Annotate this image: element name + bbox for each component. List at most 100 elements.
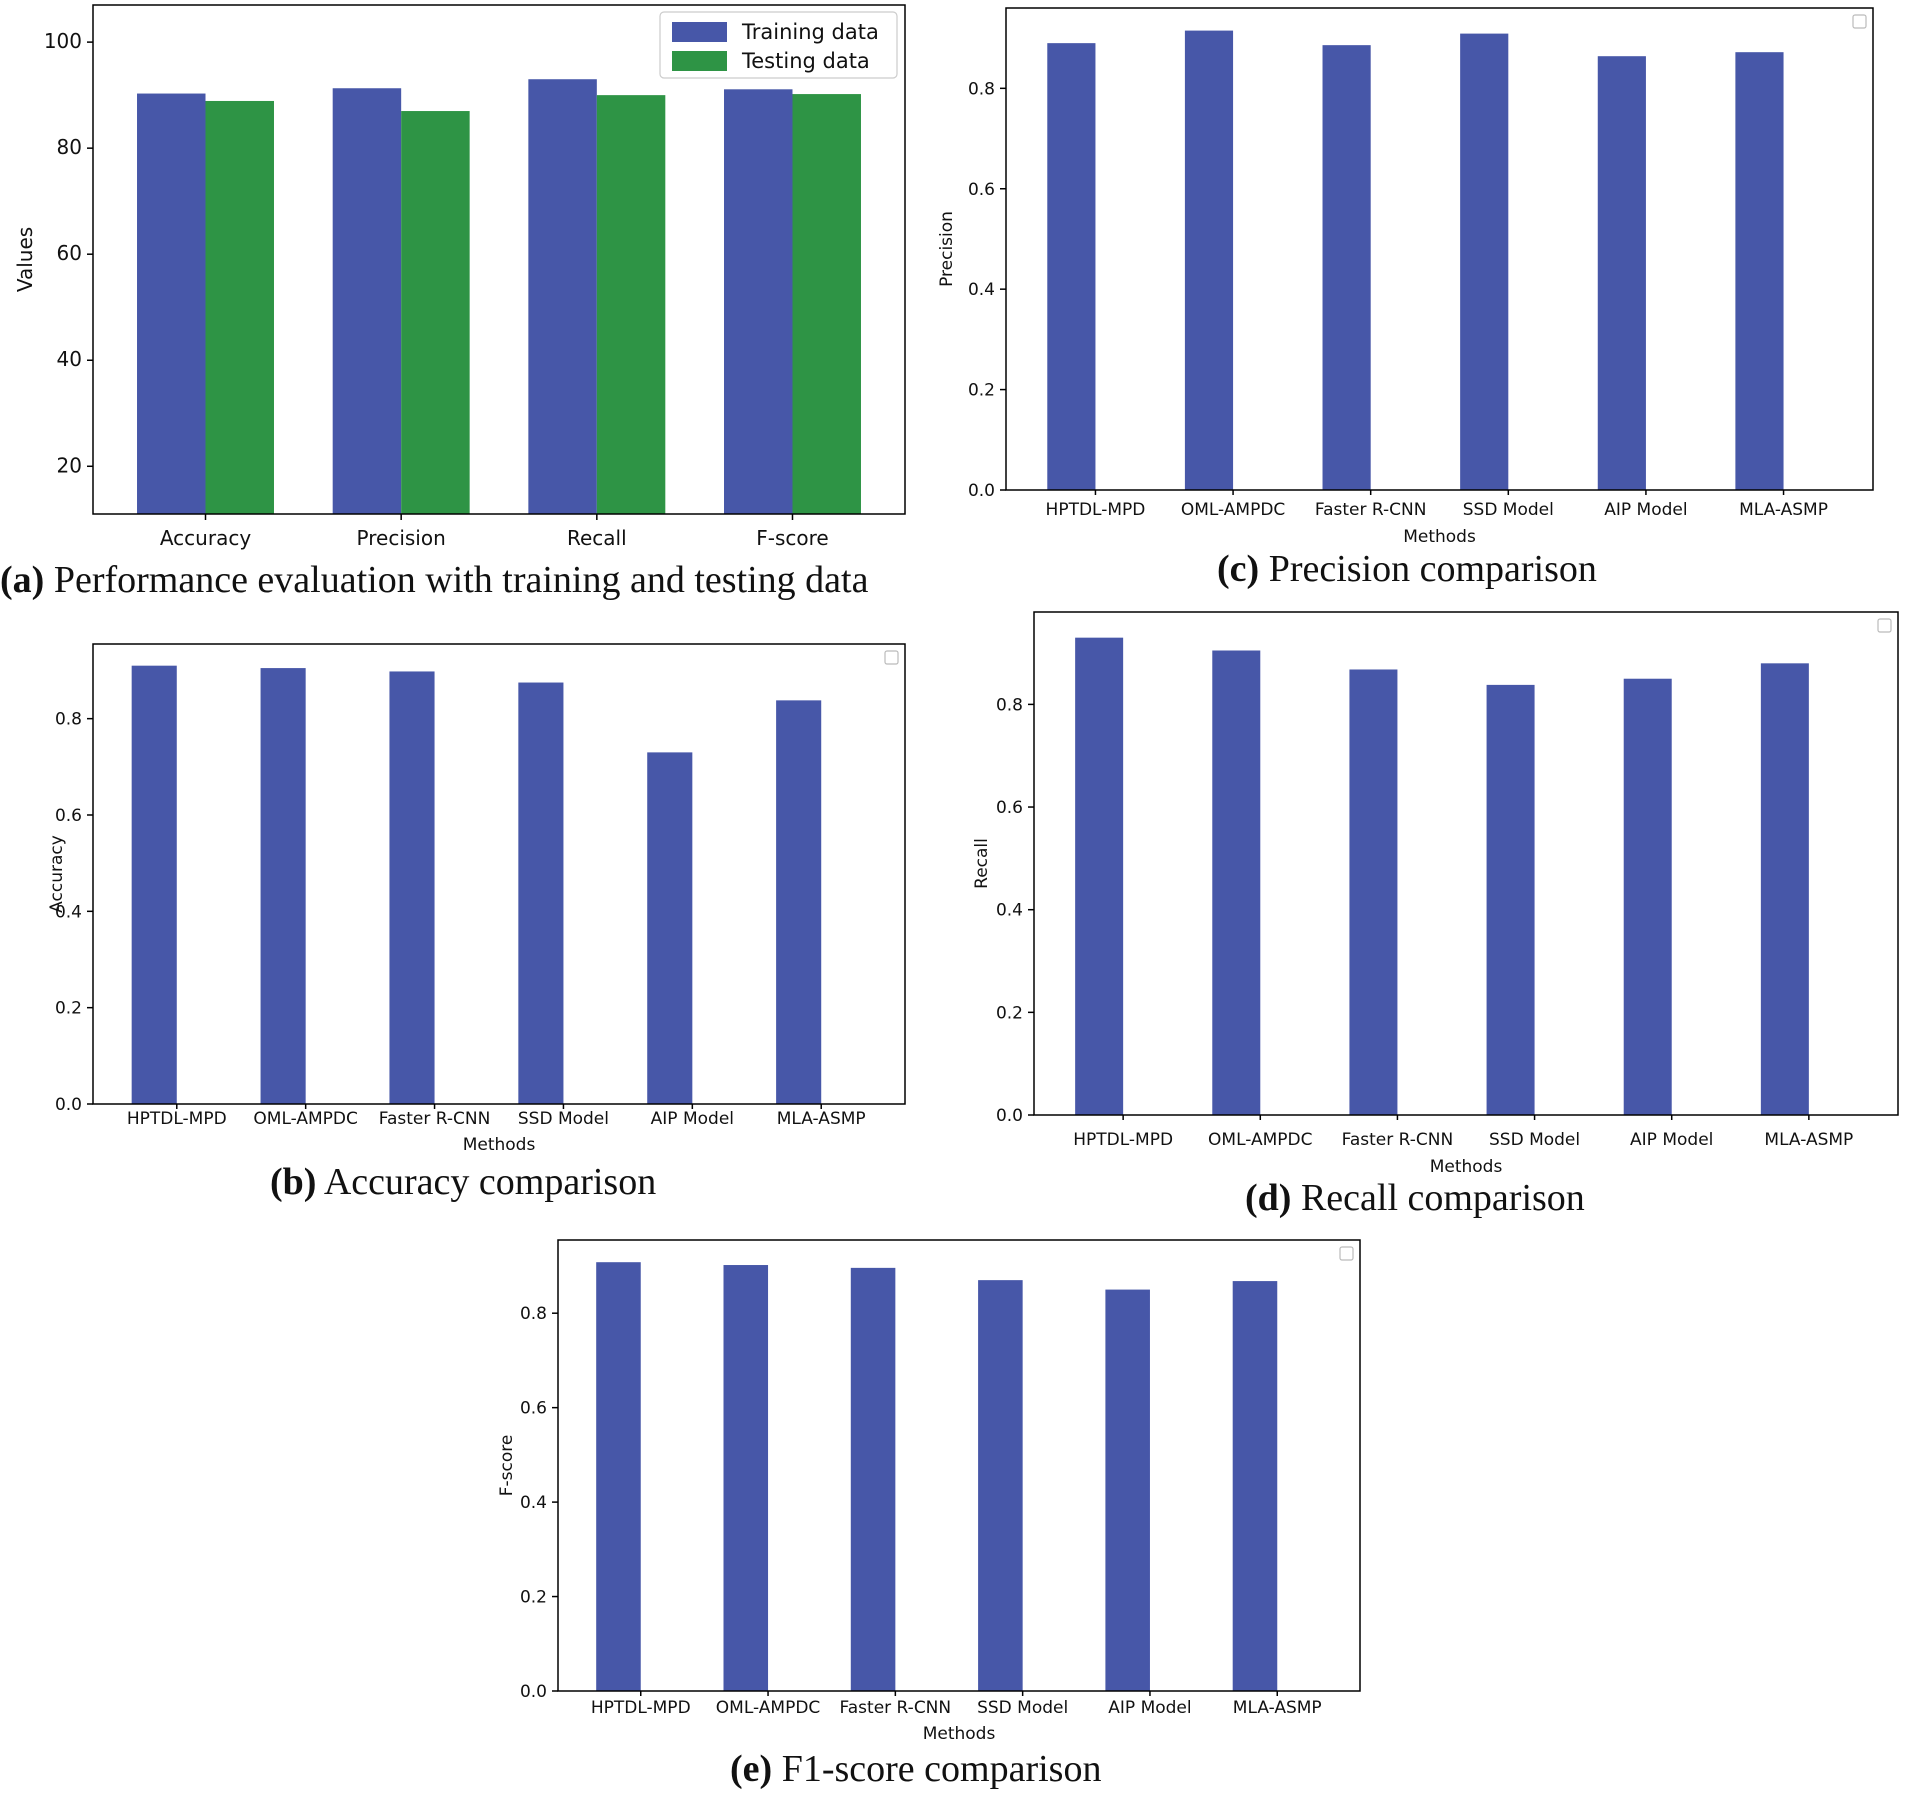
bar-c-0 [1047, 43, 1096, 490]
y-tick-label-e-0: 0.0 [520, 1682, 547, 1702]
caption-a-text: Performance evaluation with training and… [44, 559, 869, 601]
y-tick-label-e-1: 0.2 [520, 1588, 547, 1608]
bar-a-testing-data-1 [401, 111, 470, 515]
y-axis-title-b: Accuracy [47, 835, 67, 913]
bar-e-2 [850, 1267, 896, 1691]
x-tick-label-c-5: MLA-ASMP [1739, 500, 1828, 520]
y-tick-label-c-2: 0.4 [968, 280, 995, 300]
bar-e-1 [723, 1265, 769, 1691]
x-tick-label-e-5: MLA-ASMP [1233, 1698, 1322, 1718]
y-tick-label-b-4: 0.8 [55, 710, 82, 730]
bar-b-4 [647, 752, 693, 1104]
bar-d-3 [1486, 684, 1535, 1115]
caption-e-text: F1-score comparison [772, 1748, 1102, 1790]
caption-d: (d) Recall comparison [1245, 1176, 1585, 1220]
x-axis-title-b: Methods [463, 1135, 536, 1155]
y-tick-label-e-2: 0.4 [520, 1493, 547, 1513]
bar-a-training-data-3 [724, 89, 793, 514]
caption-b-text: Accuracy comparison [316, 1161, 657, 1203]
legend-swatch-a-1 [672, 51, 727, 71]
x-tick-label-e-4: AIP Model [1108, 1698, 1191, 1718]
x-tick-label-c-3: SSD Model [1463, 500, 1554, 520]
y-axis-title-d: Recall [972, 838, 992, 889]
bar-a-training-data-1 [332, 88, 402, 514]
caption-a-letter: (a) [0, 559, 45, 601]
x-tick-label-d-3: SSD Model [1489, 1130, 1580, 1150]
bar-b-3 [518, 682, 564, 1104]
caption-c-text: Precision comparison [1259, 548, 1597, 590]
x-tick-label-d-5: MLA-ASMP [1764, 1130, 1853, 1150]
plot-frame-a [92, 4, 906, 515]
bar-b-1 [260, 668, 306, 1104]
x-tick-label-b-2: Faster R-CNN [379, 1109, 491, 1129]
bar-e-5 [1232, 1281, 1278, 1691]
y-tick-label-d-0: 0.0 [996, 1106, 1023, 1126]
y-tick-label-e-3: 0.6 [520, 1399, 547, 1419]
x-tick-label-e-0: HPTDL-MPD [591, 1698, 691, 1718]
bar-d-0 [1075, 637, 1124, 1115]
caption-e: (e) F1-score comparison [730, 1747, 1101, 1791]
chart-panel-b: HPTDL-MPD OML-AMPDC Faster R-CNN SSD Model A… [0, 630, 960, 1170]
legend-swatch-a-0 [672, 22, 727, 42]
y-tick-label-d-1: 0.2 [996, 1003, 1023, 1023]
bar-a-training-data-0 [137, 93, 206, 514]
y-tick-label-c-4: 0.8 [968, 79, 995, 99]
y-tick-label-d-3: 0.6 [996, 798, 1023, 818]
x-tick-label-d-2: Faster R-CNN [1342, 1130, 1454, 1150]
y-tick-label-d-4: 0.8 [996, 695, 1023, 715]
bar-c-4 [1597, 56, 1646, 490]
x-tick-label-c-2: Faster R-CNN [1315, 500, 1427, 520]
x-tick-label-e-2: Faster R-CNN [840, 1698, 952, 1718]
y-tick-label-a-1: 40 [57, 347, 82, 371]
x-tick-label-d-1: OML-AMPDC [1208, 1130, 1313, 1150]
bar-a-testing-data-2 [596, 95, 666, 515]
bar-a-training-data-2 [528, 79, 597, 515]
bar-c-5 [1735, 52, 1784, 490]
bar-e-4 [1105, 1289, 1150, 1691]
caption-d-text: Recall comparison [1291, 1177, 1585, 1219]
y-tick-label-e-4: 0.8 [520, 1304, 547, 1324]
x-tick-label-a-2: Recall [567, 526, 627, 550]
chart-a-svg: Accuracy Precision Recall F-score 20 40 60 80 10… [13, 4, 906, 550]
y-tick-label-a-0: 20 [57, 453, 82, 477]
x-tick-label-b-3: SSD Model [518, 1109, 609, 1129]
bar-b-5 [776, 700, 822, 1104]
bar-a-testing-data-3 [792, 94, 861, 514]
x-tick-label-a-0: Accuracy [160, 526, 251, 550]
y-axis-title-c: Precision [937, 211, 957, 287]
chart-panel-d: HPTDL-MPD OML-AMPDC Faster R-CNN SSD Model A… [960, 600, 1925, 1180]
y-tick-label-c-3: 0.6 [968, 180, 995, 200]
x-tick-label-b-0: HPTDL-MPD [127, 1109, 227, 1129]
bar-e-3 [978, 1280, 1023, 1691]
y-tick-label-a-4: 100 [44, 29, 82, 53]
x-tick-label-c-0: HPTDL-MPD [1046, 500, 1146, 520]
y-tick-label-b-2: 0.4 [55, 902, 82, 922]
y-tick-label-b-1: 0.2 [55, 999, 82, 1019]
x-axis-title-d: Methods [1430, 1157, 1503, 1177]
y-axis-title-a: Values [13, 227, 37, 292]
chart-d-svg: HPTDL-MPD OML-AMPDC Faster R-CNN SSD Model A… [972, 611, 1899, 1177]
caption-d-letter: (d) [1245, 1177, 1292, 1219]
bar-d-4 [1623, 678, 1672, 1115]
caption-c: (c) Precision comparison [1217, 547, 1597, 591]
bar-d-5 [1760, 663, 1809, 1115]
caption-b: (b) Accuracy comparison [270, 1160, 656, 1204]
x-tick-label-e-3: SSD Model [977, 1698, 1068, 1718]
bar-b-0 [131, 665, 177, 1104]
legend-box-e [1339, 1246, 1354, 1261]
chart-b-svg: HPTDL-MPD OML-AMPDC Faster R-CNN SSD Model A… [47, 643, 906, 1155]
plot-frame-b [92, 643, 906, 1105]
caption-e-letter: (e) [730, 1748, 773, 1790]
y-tick-label-b-0: 0.0 [55, 1095, 82, 1115]
plot-frame-e [557, 1239, 1361, 1692]
x-tick-label-b-1: OML-AMPDC [253, 1109, 358, 1129]
bar-e-0 [596, 1262, 641, 1691]
x-axis-title-c: Methods [1403, 527, 1476, 547]
chart-e-svg: HPTDL-MPD OML-AMPDC Faster R-CNN SSD Model A… [497, 1239, 1361, 1744]
caption-c-letter: (c) [1217, 548, 1260, 590]
x-tick-label-b-5: MLA-ASMP [777, 1109, 866, 1129]
chart-c-svg: HPTDL-MPD OML-AMPDC Faster R-CNN SSD Model A… [937, 7, 1874, 547]
y-tick-label-b-3: 0.6 [55, 806, 82, 826]
y-axis-title-e: F-score [497, 1435, 517, 1497]
bar-c-3 [1460, 33, 1509, 490]
